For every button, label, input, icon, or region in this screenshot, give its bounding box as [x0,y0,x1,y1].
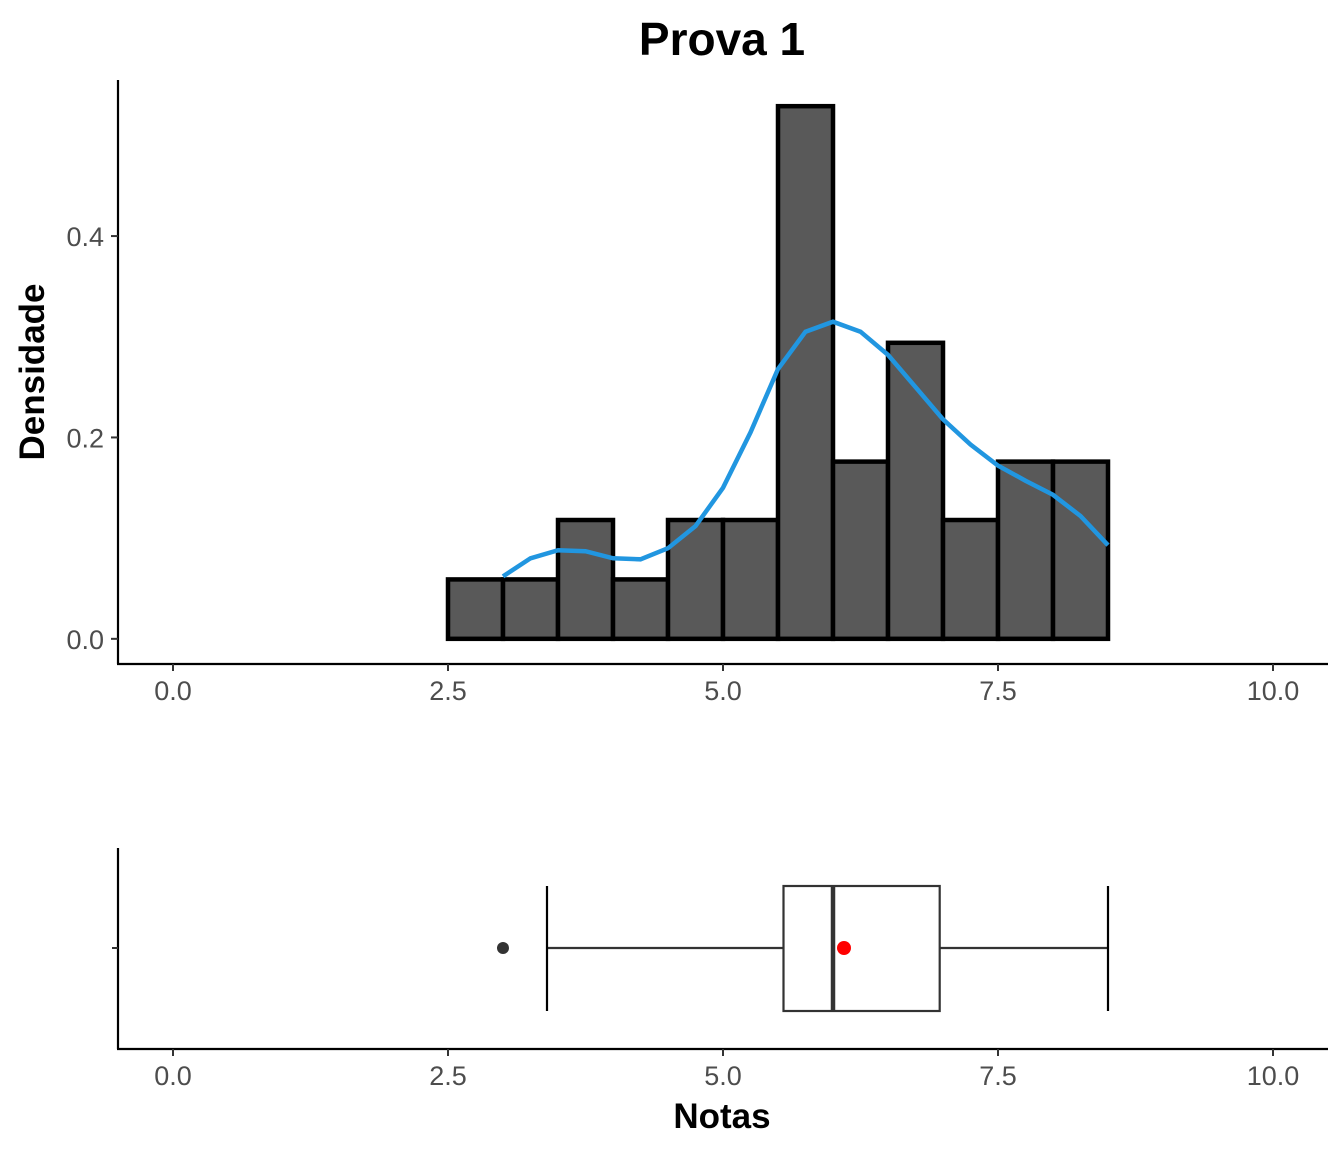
histogram-x-tick-label: 7.5 [979,676,1017,706]
mean-point [837,941,851,955]
outlier-point [497,942,509,954]
boxplot-x-tick-label: 10.0 [1247,1061,1300,1091]
boxplot-x-ticks: 0.0 2.5 5.0 7.5 10.0 [154,1049,1299,1091]
histogram-bar [885,340,946,642]
interquartile-box [782,884,941,1013]
histogram-y-tick-label: 0.0 [66,625,104,655]
boxplot-x-tick-label: 2.5 [429,1061,467,1091]
histogram-bar [775,103,836,642]
histogram-bar [720,517,781,642]
boxplot-x-tick-label: 0.0 [154,1061,192,1091]
histogram-panel: 0.0 2.5 5.0 7.5 10.0 0.0 0.2 0.4 Densidade [13,80,1328,706]
histogram-x-tick-label: 0.0 [154,676,192,706]
histogram-y-ticks: 0.0 0.2 0.4 [66,222,118,655]
histogram-bar [610,577,671,642]
chart-title: Prova 1 [639,13,805,65]
histogram-bar [555,517,616,642]
histogram-bar [940,517,1001,642]
boxplot-panel: 0.0 2.5 5.0 7.5 10.0 Notas [112,848,1328,1136]
density-curve [501,319,1110,579]
x-axis-title: Notas [673,1097,770,1136]
histogram-bar [500,577,561,642]
y-axis-title: Densidade [13,284,52,461]
histogram-bar [1050,459,1111,642]
histogram-x-tick-label: 2.5 [429,676,467,706]
histogram-bar [830,459,891,642]
histogram-y-tick-label: 0.4 [66,222,104,252]
histogram-x-ticks: 0.0 2.5 5.0 7.5 10.0 [154,664,1299,706]
histogram-x-tick-label: 10.0 [1247,676,1300,706]
boxplot-elements [497,884,1110,1013]
histogram-bar [445,577,506,642]
boxplot-x-tick-label: 7.5 [979,1061,1017,1091]
histogram-bar [665,517,726,642]
histogram-y-tick-label: 0.2 [66,423,104,453]
histogram-x-tick-label: 5.0 [704,676,742,706]
histogram-bars [445,103,1111,642]
boxplot-x-tick-label: 5.0 [704,1061,742,1091]
